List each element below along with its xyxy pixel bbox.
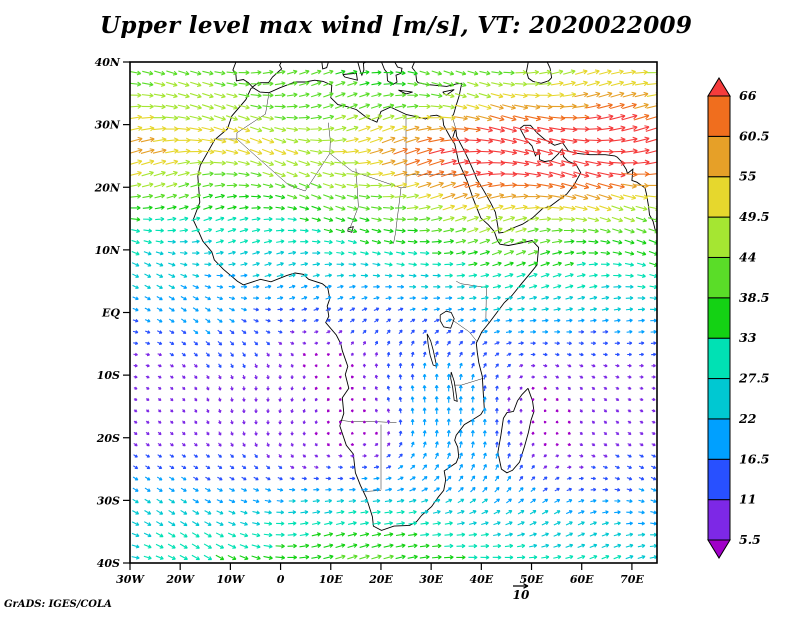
colorbar-segment xyxy=(707,499,731,541)
colorbar-segment xyxy=(707,256,731,299)
colorbar-segment xyxy=(707,378,731,420)
colorbar-label: 60.5 xyxy=(739,128,769,143)
lon-tick-label: 10W xyxy=(217,573,246,586)
colorbar-label: 11 xyxy=(739,492,756,507)
colorbar-segment xyxy=(707,135,731,178)
colorbar-label: 55 xyxy=(739,169,756,184)
grads-credit: GrADS: IGES/COLA xyxy=(4,599,112,610)
colorbar-segment xyxy=(707,176,731,218)
wind-vectors xyxy=(130,69,657,561)
colorbar-label: 49.5 xyxy=(739,209,769,224)
colorbar-label: 38.5 xyxy=(739,290,769,305)
colorbar: 5.5 11 16.5 22 27.5 33 38.5 44 49.5 55 60.5 66 xyxy=(707,77,769,559)
lon-tick-label: 60E xyxy=(570,573,594,586)
colorbar-segment xyxy=(707,418,731,460)
colorbar-label: 16.5 xyxy=(739,451,769,466)
colorbar-label: 66 xyxy=(739,88,757,103)
colorbar-label: 33 xyxy=(739,330,757,345)
colorbar-segment xyxy=(707,337,731,380)
reference-vector: 10 xyxy=(503,582,539,601)
lat-tick-label: 40S xyxy=(97,557,120,570)
reference-vector-label: 10 xyxy=(512,588,530,602)
colorbar-segment xyxy=(707,297,731,339)
lon-tick-label: 10E xyxy=(319,573,343,586)
lat-tick-label: 10N xyxy=(95,244,121,257)
lon-tick-label: 30W xyxy=(116,573,145,586)
lon-tick-label: 20E xyxy=(368,573,393,586)
lat-tick-label: 20S xyxy=(96,432,120,445)
colorbar-top-arrow xyxy=(707,77,731,97)
lon-tick-label: 70E xyxy=(620,573,644,586)
lat-tick-label: EQ xyxy=(101,307,120,320)
colorbar-label: 5.5 xyxy=(739,532,761,547)
colorbar-label: 22 xyxy=(738,411,757,426)
colorbar-bottom-arrow xyxy=(707,539,731,559)
chart-title: Upper level max wind [m/s], VT: 20200220… xyxy=(100,12,693,39)
colorbar-label: 44 xyxy=(739,250,756,265)
colorbar-label: 27.5 xyxy=(738,371,769,386)
lat-tick-label: 10S xyxy=(97,369,120,382)
colorbar-segment xyxy=(707,458,731,501)
lon-tick-label: 50E xyxy=(520,573,544,586)
lon-tick-label: 20W xyxy=(165,573,195,586)
lon-tick-label: 30E xyxy=(419,573,443,586)
lat-tick-label: 30S xyxy=(97,494,120,507)
colorbar-segment xyxy=(707,95,731,137)
lon-tick-label: 40E xyxy=(469,573,493,586)
map-outlines xyxy=(192,62,657,531)
lon-tick-label: 0 xyxy=(277,573,285,586)
lat-tick-label: 20N xyxy=(94,181,121,194)
lat-tick-label: 40N xyxy=(95,56,121,69)
colorbar-segment xyxy=(707,216,731,258)
reference-vector-arrow xyxy=(513,583,529,589)
lat-tick-label: 30N xyxy=(95,119,121,132)
